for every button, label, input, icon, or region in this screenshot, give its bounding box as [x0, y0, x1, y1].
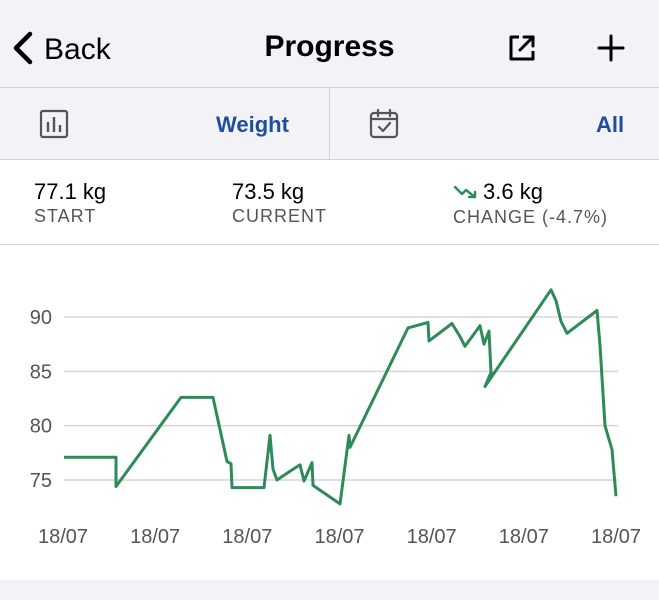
y-tick-label: 75 [30, 470, 52, 492]
range-selector[interactable]: All [330, 88, 659, 159]
plus-icon [597, 34, 625, 67]
x-tick-label: 18/07 [499, 526, 549, 548]
add-button[interactable] [591, 30, 631, 70]
metric-value: Weight [216, 112, 289, 137]
weight-chart: 90 85 80 75 18/07 18/07 18/07 18/07 18/07 18/07 18… [0, 245, 659, 580]
calendar-check-icon [368, 108, 400, 145]
trend-down-icon [453, 181, 479, 205]
footer-band [0, 580, 659, 600]
y-tick-label: 85 [30, 361, 52, 383]
start-label: START [34, 206, 97, 226]
change-value: 3.6 kg [483, 179, 543, 204]
current-value: 73.5 kg [232, 179, 305, 204]
back-button[interactable]: Back [10, 28, 111, 72]
stats-row: 77.1 kg START 73.5 kg CURRENT 3.6 kg CHA… [0, 160, 659, 245]
x-tick-label: 18/07 [222, 526, 272, 548]
stat-start: 77.1 kg START [34, 180, 106, 227]
share-button[interactable] [502, 30, 542, 70]
y-tick-label: 80 [30, 416, 52, 438]
chevron-left-icon [10, 31, 36, 70]
stat-change: 3.6 kg CHANGE (-4.7%) [453, 180, 608, 228]
y-tick-label: 90 [30, 307, 52, 329]
metric-selector[interactable]: Weight [0, 88, 329, 159]
stat-current: 73.5 kg CURRENT [232, 180, 327, 227]
weight-chart-svg: 90 85 80 75 18/07 18/07 18/07 18/07 18/07 18/07 18… [30, 288, 641, 548]
navigation-bar: Back Progress [0, 0, 659, 88]
change-value-row: 3.6 kg [453, 180, 608, 205]
weight-series-line [64, 288, 618, 506]
x-tick-label: 18/07 [407, 526, 457, 548]
x-tick-label: 18/07 [130, 526, 180, 548]
selector-divider [329, 88, 330, 159]
back-label: Back [44, 33, 111, 66]
external-share-icon [506, 32, 538, 69]
x-tick-label: 18/07 [38, 526, 88, 548]
range-value: All [596, 112, 625, 137]
selector-bar: Weight All [0, 88, 659, 160]
start-value: 77.1 kg [34, 179, 107, 204]
current-label: CURRENT [232, 206, 327, 226]
change-label: CHANGE (-4.7%) [453, 207, 609, 228]
bar-chart-icon [38, 108, 70, 145]
page-title: Progress [264, 30, 395, 63]
x-tick-label: 18/07 [591, 526, 641, 548]
x-tick-label: 18/07 [314, 526, 364, 548]
